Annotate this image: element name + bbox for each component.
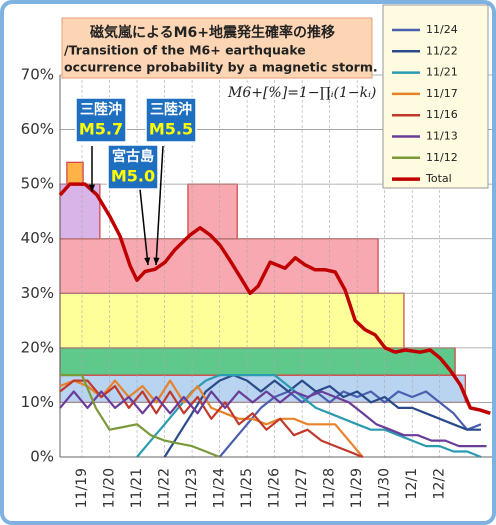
- probability-band: [59, 238, 379, 294]
- x-tick-label: 11/25: [239, 468, 255, 508]
- y-tick-label: 40%: [21, 229, 54, 247]
- probability-band: [66, 161, 84, 185]
- x-tick-label: 11/19: [74, 468, 90, 508]
- y-tick-label: 50%: [21, 175, 54, 193]
- series-line: [163, 374, 481, 458]
- arrow-head: [88, 184, 96, 192]
- legend-label: 11/24: [426, 23, 458, 36]
- y-tick-label: 30%: [21, 284, 54, 302]
- annotation-arrow: [155, 145, 164, 266]
- legend-label: 11/21: [426, 66, 458, 79]
- legend-label: 11/22: [426, 44, 458, 57]
- y-tick-label: 70%: [21, 66, 54, 84]
- formula: M6+[%]=1−∏ᵢ(1−kᵢ): [227, 85, 376, 101]
- chart-title: 磁気嵐によるM6+地震発生確率の推移: [90, 24, 335, 41]
- annotation-box: [107, 144, 159, 190]
- x-tick-label: 11/23: [184, 468, 200, 508]
- x-tick-label: 11/28: [322, 468, 338, 508]
- x-tick-label: 11/29: [349, 468, 365, 508]
- series-line: [59, 390, 487, 448]
- x-tick-label: 11/30: [377, 468, 393, 508]
- x-tick-label: 11/21: [129, 468, 145, 508]
- annotation-magnitude: M5.0: [111, 167, 155, 186]
- series-line: [59, 379, 364, 458]
- legend-label: Total: [425, 172, 452, 185]
- x-tick-label: 11/20: [102, 468, 118, 508]
- chart-subtitle: /Transition of the M6+ earthquake: [64, 43, 306, 58]
- arrow-head: [153, 257, 160, 265]
- x-tick-label: 11/24: [212, 468, 228, 508]
- x-tick-label: 12/1: [404, 468, 420, 499]
- series-line: [60, 374, 221, 459]
- annotation-place: 三陸沖: [80, 101, 122, 118]
- annotation-box: [75, 97, 127, 143]
- annotation-arrow: [139, 188, 149, 266]
- legend-label: 11/13: [426, 130, 458, 143]
- annotation-place: 三陸沖: [150, 101, 192, 118]
- annotation-place: 宮古島: [112, 148, 154, 165]
- y-tick-label: 0%: [30, 448, 54, 466]
- annotation-box: [145, 97, 197, 143]
- legend-label: 11/16: [426, 108, 458, 121]
- probability-band: [59, 292, 405, 349]
- annotation-magnitude: M5.7: [79, 120, 123, 139]
- arrow-head: [144, 257, 151, 265]
- x-tick-label: 11/26: [267, 468, 283, 508]
- x-tick-label: 12/2: [432, 468, 448, 499]
- x-tick-label: 11/27: [294, 468, 310, 508]
- x-tick-label: 11/22: [157, 468, 173, 508]
- legend-label: 11/12: [426, 151, 458, 164]
- title-box: [61, 17, 373, 79]
- y-tick-label: 10%: [21, 393, 54, 411]
- chart-subtitle: occurrence probability by a magnetic sto…: [64, 60, 378, 75]
- y-tick-label: 20%: [21, 338, 54, 356]
- series-line: [58, 182, 491, 415]
- y-tick-label: 60%: [21, 120, 54, 138]
- series-line: [59, 379, 364, 459]
- annotation-magnitude: M5.5: [149, 120, 193, 139]
- legend-label: 11/17: [426, 87, 458, 100]
